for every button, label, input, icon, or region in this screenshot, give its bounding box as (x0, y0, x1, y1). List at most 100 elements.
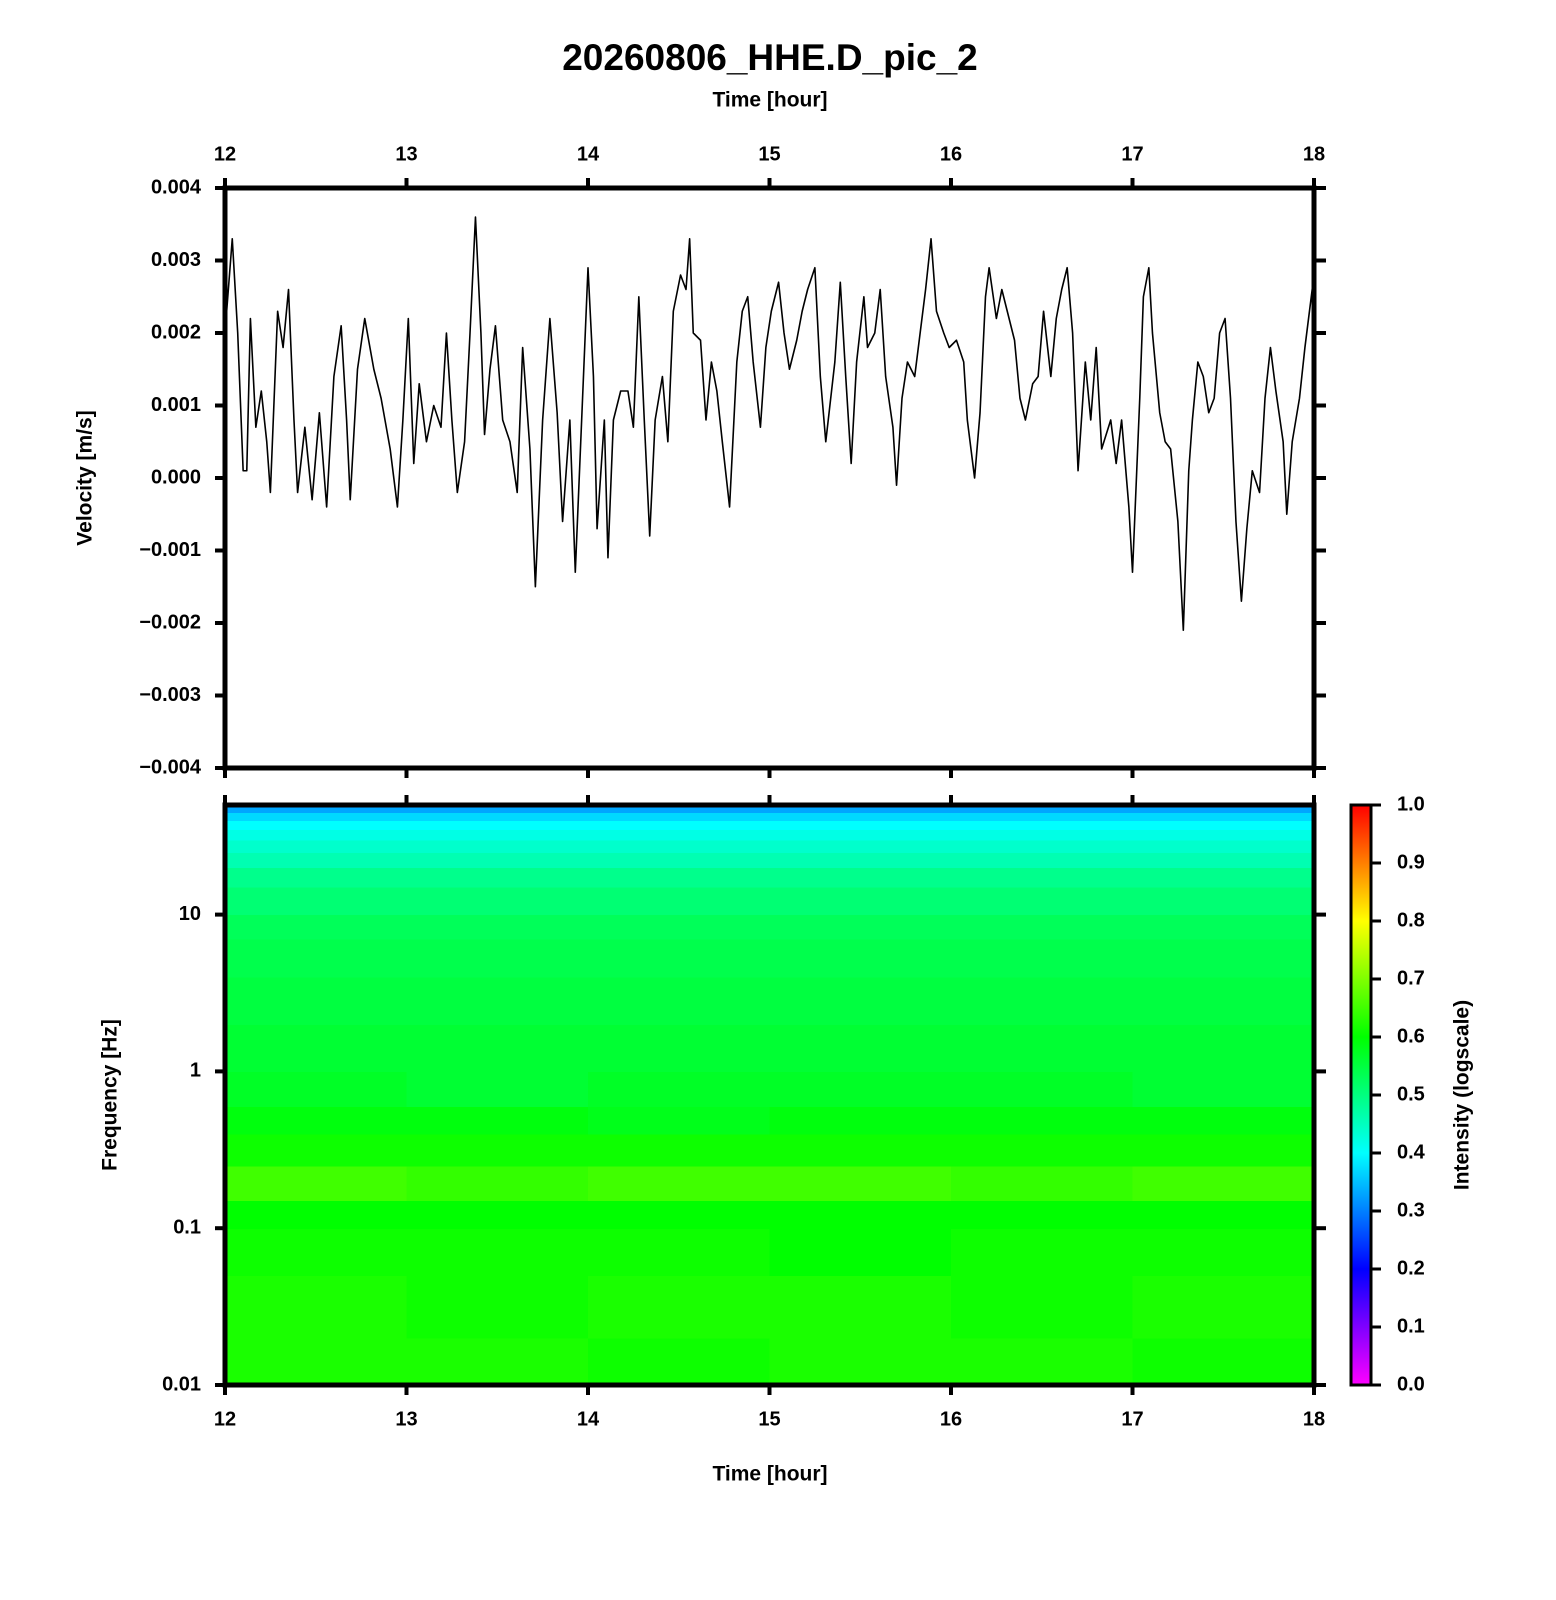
heatmap-cell (406, 938, 589, 978)
colorbar-tick-label: 0.8 (1397, 909, 1425, 931)
heatmap-cell (588, 805, 771, 813)
colorbar-tick-label: 1.0 (1397, 793, 1425, 815)
heatmap-cell (406, 1228, 589, 1277)
heatmap-cell (769, 829, 952, 841)
y-tick-label: 1 (190, 1060, 201, 1082)
heatmap-cell (225, 867, 408, 888)
heatmap-cell (225, 805, 408, 813)
colorbar-tick-label: 0.7 (1397, 967, 1425, 989)
colorbar-tick-label: 0.2 (1397, 1257, 1425, 1279)
heatmap-cell (1132, 1165, 1315, 1202)
heatmap-cell (1132, 812, 1315, 821)
heatmap-cell (951, 886, 1134, 916)
heatmap-cell (1132, 867, 1315, 888)
heatmap-cell (951, 1071, 1134, 1107)
heatmap-cell (588, 1165, 771, 1202)
heatmap-cell (951, 1228, 1134, 1277)
y-tick-label: 10 (179, 903, 201, 925)
heatmap-cell (406, 829, 589, 841)
y-tick-label: 0.004 (151, 176, 202, 198)
heatmap-cell (769, 914, 952, 940)
heatmap-cell (951, 1106, 1134, 1135)
heatmap-cell (225, 829, 408, 841)
heatmap-cell (588, 1275, 771, 1339)
heatmap-cell (588, 914, 771, 940)
heatmap-cell (406, 1133, 589, 1167)
heatmap-cell (225, 938, 408, 978)
x-tick-label: 17 (1121, 143, 1143, 165)
heatmap-cell (769, 867, 952, 888)
heatmap-cell (769, 805, 952, 813)
colorbar (1349, 803, 1373, 1387)
y-tick-label: 0.001 (151, 394, 201, 416)
heatmap-cell (406, 914, 589, 940)
heatmap-cell (225, 976, 408, 1025)
heatmap-cell (225, 812, 408, 821)
heatmap-cell (769, 839, 952, 853)
heatmap-cell (225, 1200, 408, 1229)
heatmap-cell (951, 914, 1134, 940)
heatmap-cell (225, 1337, 408, 1386)
y-tick-label: −0.002 (139, 611, 201, 633)
top-x-axis-label: Time [hour] (712, 89, 827, 112)
y-tick-label: −0.004 (139, 756, 202, 778)
heatmap-cell (406, 867, 589, 888)
heatmap-cell (225, 1071, 408, 1107)
x-tick-label: 18 (1303, 143, 1325, 165)
heatmap-cell (951, 812, 1134, 821)
heatmap-cell (588, 1071, 771, 1107)
heatmap-cell (1132, 852, 1315, 868)
heatmap-cell (588, 1024, 771, 1072)
heatmap-cell (769, 852, 952, 868)
heatmap-cell (225, 1133, 408, 1167)
heatmap-cell (1132, 829, 1315, 841)
x-tick-label: 18 (1303, 1408, 1325, 1430)
heatmap-cell (588, 829, 771, 841)
x-tick-label: 12 (214, 1408, 236, 1430)
chart-title: 20260806_HHE.D_pic_2 (562, 37, 978, 78)
heatmap-cell (406, 1106, 589, 1135)
heatmap-cell (769, 1337, 952, 1386)
heatmap-cell (1132, 938, 1315, 978)
heatmap-cell (588, 820, 771, 830)
heatmap-cell (769, 1071, 952, 1107)
velocity-trace (224, 216, 1315, 632)
heatmap-cell (406, 1165, 589, 1202)
y-tick-label: 0.002 (151, 321, 201, 343)
colorbar-tick-label: 0.0 (1397, 1373, 1425, 1395)
y-tick-label: 0.003 (151, 249, 201, 271)
heatmap-cell (225, 820, 408, 830)
heatmap-cell (1132, 1200, 1315, 1229)
heatmap-cell (588, 1228, 771, 1277)
heatmap-cell (406, 976, 589, 1025)
y-tick-label: 0.01 (162, 1373, 201, 1395)
heatmap-cell (225, 1275, 408, 1339)
heatmap-cell (951, 820, 1134, 830)
heatmap-cell (406, 886, 589, 916)
heatmap-cell (406, 1337, 589, 1386)
y-tick-label: −0.001 (139, 539, 201, 561)
heatmap-cell (406, 1071, 589, 1107)
heatmap-cell (1132, 839, 1315, 853)
colorbar-tick-label: 0.4 (1397, 1141, 1426, 1163)
heatmap-cell (225, 914, 408, 940)
y-axis-label: Frequency [Hz] (99, 1019, 122, 1171)
heatmap-cell (225, 1165, 408, 1202)
y-tick-label: 0.000 (151, 466, 201, 488)
heatmap-cell (588, 886, 771, 916)
heatmap-cell (769, 976, 952, 1025)
heatmap-cell (225, 886, 408, 916)
heatmap-cell (225, 852, 408, 868)
colorbar-tick-label: 0.1 (1397, 1315, 1425, 1337)
plot-frame (222, 802, 1317, 1388)
x-tick-label: 16 (940, 143, 962, 165)
x-tick-label: 16 (940, 1408, 962, 1430)
heatmap-cell (406, 1200, 589, 1229)
heatmap-cell (1132, 1071, 1315, 1107)
plot-frame (222, 185, 1317, 771)
heatmap-cell (951, 1024, 1134, 1072)
heatmap-cell (588, 867, 771, 888)
heatmap-cell (406, 812, 589, 821)
x-tick-label: 14 (577, 143, 600, 165)
heatmap-cell (769, 820, 952, 830)
